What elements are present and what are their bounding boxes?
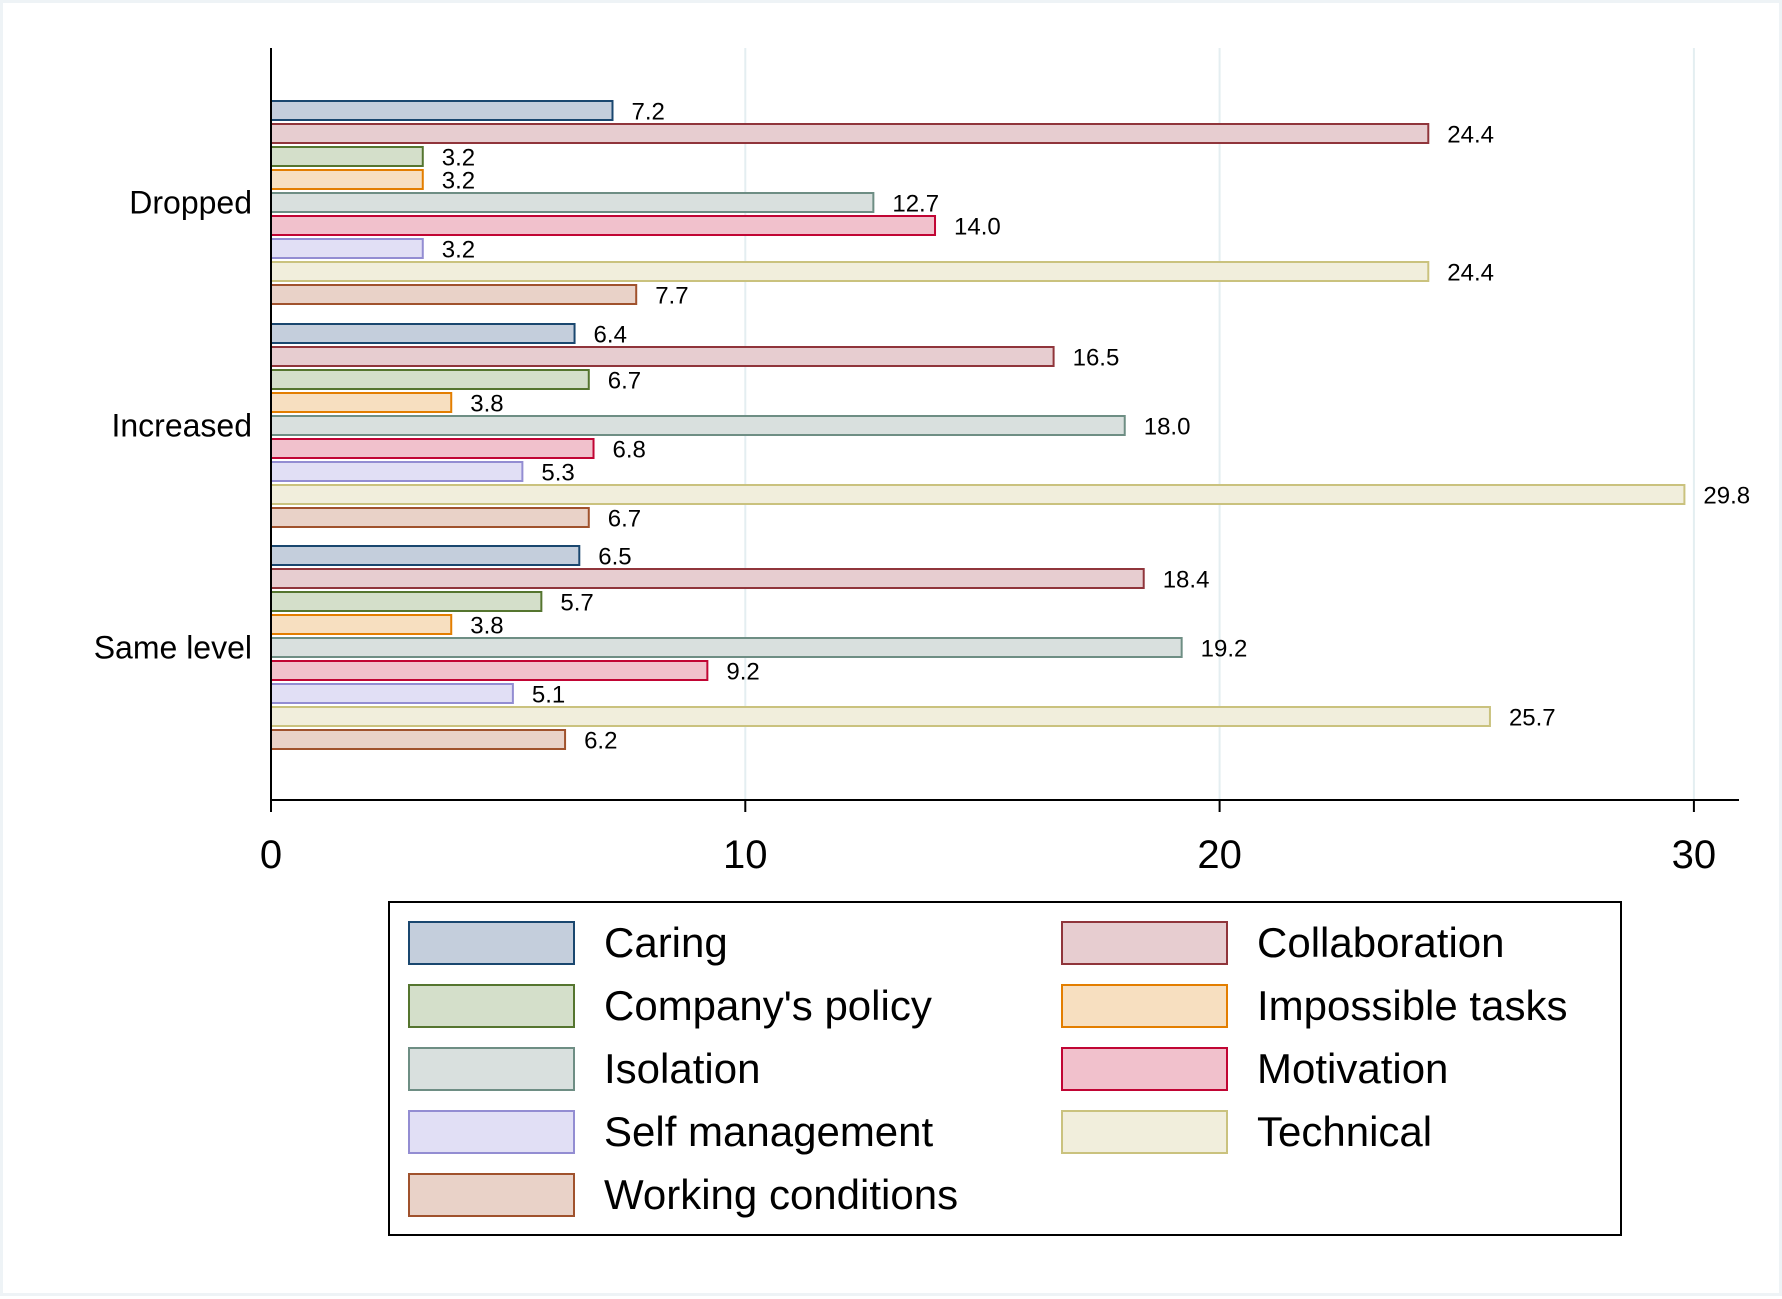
x-tick-label-10: 10 bbox=[723, 833, 768, 877]
x-tick-label-20: 20 bbox=[1197, 833, 1242, 877]
legend-box bbox=[388, 901, 1622, 1236]
category-label-increased: Increased bbox=[111, 408, 252, 444]
data-label-increased-motivation: 6.8 bbox=[613, 437, 646, 464]
bar-same-level-caring bbox=[270, 545, 581, 566]
legend-label-isolation: Isolation bbox=[604, 1045, 760, 1092]
data-label-dropped-isolation: 12.7 bbox=[892, 191, 939, 218]
axes: Dropped Increased Same level 0 10 20 30 bbox=[94, 48, 1739, 877]
bar-dropped-self-management bbox=[270, 238, 424, 259]
bar-dropped-collaboration bbox=[270, 123, 1430, 144]
legend-swatch-collaboration bbox=[1061, 921, 1228, 965]
data-label-dropped-caring: 7.2 bbox=[631, 99, 664, 126]
bar-same-level-impossible-tasks bbox=[270, 614, 453, 635]
data-label-dropped-company-s-policy: 3.2 bbox=[442, 145, 475, 172]
bar-dropped-company-s-policy bbox=[270, 146, 424, 167]
legend-swatch-self-management bbox=[408, 1110, 575, 1154]
category-label-same-level: Same level bbox=[94, 630, 252, 666]
bar-same-level-company-s-policy bbox=[270, 591, 543, 612]
bar-increased-motivation bbox=[270, 438, 595, 459]
legend-label-caring: Caring bbox=[604, 919, 728, 966]
data-label-same-level-collaboration: 18.4 bbox=[1163, 567, 1210, 594]
data-label-same-level-self-management: 5.1 bbox=[532, 682, 565, 709]
bar-increased-working-conditions bbox=[270, 507, 590, 528]
x-tick-label-30: 30 bbox=[1672, 833, 1717, 877]
data-label-increased-impossible-tasks: 3.8 bbox=[470, 391, 503, 418]
bar-dropped-motivation bbox=[270, 215, 937, 236]
bar-increased-collaboration bbox=[270, 346, 1055, 367]
bar-same-level-motivation bbox=[270, 660, 709, 681]
data-label-dropped-collaboration: 24.4 bbox=[1447, 122, 1494, 149]
bar-increased-company-s-policy bbox=[270, 369, 590, 390]
legend-swatch-technical bbox=[1061, 1110, 1228, 1154]
data-label-dropped-self-management: 3.2 bbox=[442, 237, 475, 264]
data-label-increased-caring: 6.4 bbox=[594, 322, 627, 349]
x-tick-label-0: 0 bbox=[260, 833, 282, 877]
legend-label-company-s-policy: Company's policy bbox=[604, 982, 932, 1029]
bar-dropped-working-conditions bbox=[270, 284, 638, 305]
data-label-same-level-working-conditions: 6.2 bbox=[584, 728, 617, 755]
data-label-increased-working-conditions: 6.7 bbox=[608, 506, 641, 533]
bar-same-level-self-management bbox=[270, 683, 514, 704]
data-label-same-level-isolation: 19.2 bbox=[1201, 636, 1248, 663]
bar-dropped-technical bbox=[270, 261, 1430, 282]
legend-label-technical: Technical bbox=[1257, 1108, 1432, 1155]
bar-same-level-working-conditions bbox=[270, 729, 567, 750]
data-label-dropped-working-conditions: 7.7 bbox=[655, 283, 688, 310]
legend-label-motivation: Motivation bbox=[1257, 1045, 1448, 1092]
bar-same-level-collaboration bbox=[270, 568, 1145, 589]
legend-label-collaboration: Collaboration bbox=[1257, 919, 1505, 966]
legend-label-self-management: Self management bbox=[604, 1108, 934, 1155]
data-label-increased-self-management: 5.3 bbox=[541, 460, 574, 487]
data-label-increased-company-s-policy: 6.7 bbox=[608, 368, 641, 395]
bar-same-level-technical bbox=[270, 706, 1491, 727]
legend-swatch-motivation bbox=[1061, 1047, 1228, 1091]
bar-increased-impossible-tasks bbox=[270, 392, 453, 413]
bar-increased-caring bbox=[270, 323, 576, 344]
data-label-dropped-technical: 24.4 bbox=[1447, 260, 1494, 287]
data-label-same-level-motivation: 9.2 bbox=[726, 659, 759, 686]
data-label-dropped-impossible-tasks: 3.2 bbox=[442, 168, 475, 195]
data-label-dropped-motivation: 14.0 bbox=[954, 214, 1001, 241]
bar-increased-isolation bbox=[270, 415, 1126, 436]
bar-same-level-isolation bbox=[270, 637, 1183, 658]
data-label-increased-technical: 29.8 bbox=[1703, 483, 1750, 510]
bar-increased-self-management bbox=[270, 461, 524, 482]
legend-label-impossible-tasks: Impossible tasks bbox=[1257, 982, 1567, 1029]
legend-swatch-company-s-policy bbox=[408, 984, 575, 1028]
bar-chart: 7.224.43.23.212.714.03.224.47.76.416.56.… bbox=[94, 48, 1750, 1236]
data-label-same-level-technical: 25.7 bbox=[1509, 705, 1556, 732]
bars: 7.224.43.23.212.714.03.224.47.76.416.56.… bbox=[270, 99, 1750, 755]
category-label-dropped: Dropped bbox=[129, 185, 252, 221]
legend-swatch-caring bbox=[408, 921, 575, 965]
data-label-same-level-company-s-policy: 5.7 bbox=[560, 590, 593, 617]
bar-dropped-caring bbox=[270, 100, 614, 121]
legend-label-working-conditions: Working conditions bbox=[604, 1171, 958, 1218]
legend-swatch-working-conditions bbox=[408, 1173, 575, 1217]
bar-increased-technical bbox=[270, 484, 1686, 505]
bar-dropped-impossible-tasks bbox=[270, 169, 424, 190]
legend: Caring Collaboration Company's policy Impos… bbox=[388, 901, 1622, 1236]
data-label-increased-isolation: 18.0 bbox=[1144, 414, 1191, 441]
data-label-same-level-caring: 6.5 bbox=[598, 544, 631, 571]
data-label-same-level-impossible-tasks: 3.8 bbox=[470, 613, 503, 640]
data-label-increased-collaboration: 16.5 bbox=[1073, 345, 1120, 372]
legend-swatch-isolation bbox=[408, 1047, 575, 1091]
legend-swatch-impossible-tasks bbox=[1061, 984, 1228, 1028]
bar-dropped-isolation bbox=[270, 192, 875, 213]
